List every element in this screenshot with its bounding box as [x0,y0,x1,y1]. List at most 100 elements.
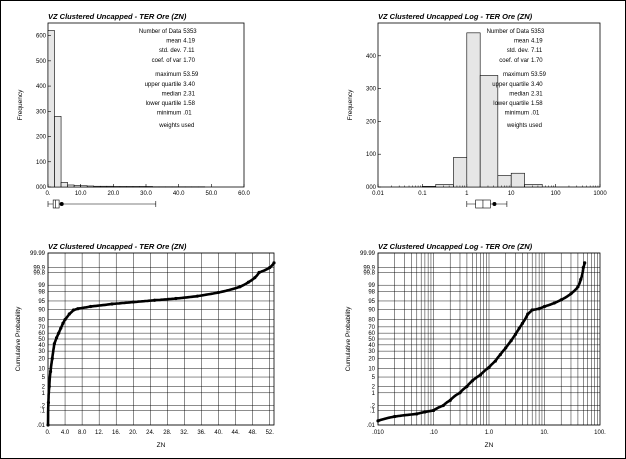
data-point [431,408,436,413]
x-tick-label: 16. [112,430,121,436]
data-point [246,280,251,284]
x-axis-label: ZN [485,442,494,449]
data-point [153,298,157,302]
boxplot-mean [59,202,64,206]
histogram-bar [126,186,134,188]
data-point [493,359,497,363]
boxplot-mean [492,202,497,206]
data-point [517,326,521,330]
y-tick-label: 80 [368,318,375,324]
data-point [46,423,50,427]
data-point [393,414,397,419]
y-tick-label: 30 [368,349,375,355]
stat-value: .01 [531,111,540,117]
x-tick-label: 40.0 [173,191,185,197]
data-point [238,285,242,289]
plot-frame [377,252,601,426]
x-tick-label: 30.0 [140,191,152,197]
y-tick-label: 2 [42,384,46,390]
y-tick-label: .01 [367,423,376,429]
data-point [581,265,585,270]
x-tick-label: 1000 [593,191,607,197]
data-point [423,410,427,414]
y-tick-label: 98 [368,290,375,296]
y-axis-label: Cumulative Probability [345,306,352,371]
x-tick-label: 0.1 [418,191,427,197]
y-tick-label: .01 [37,423,46,429]
x-tick-label: 1.0 [485,430,494,436]
y-tick-label: 90 [368,307,375,313]
y-tick-label: 400 [36,84,47,90]
data-point [131,300,135,304]
stat-label: std. dev. [507,48,530,54]
stat-label: upper quartile [145,82,182,88]
y-tick-label: 20 [38,356,45,362]
y-tick-label: 5 [372,375,376,381]
histogram-bar [497,175,512,188]
stat-label: maximum [503,72,529,78]
y-tick-label: 99.99 [360,251,376,257]
data-point [253,276,257,280]
plot-frame [47,252,275,426]
y-tick-label: 5 [42,375,46,381]
histogram-bar [93,185,101,188]
stat-label: lower quartile [146,101,182,107]
data-point [67,312,71,316]
histogram-bar [54,116,62,188]
x-tick-label: 10. [540,430,549,436]
data-point [89,304,93,309]
data-point [61,321,65,326]
data-point [71,308,76,312]
stat-label: median [162,91,182,97]
stat-value: 3.40 [531,82,543,88]
stat-value: 5353 [183,29,197,35]
histogram-bar [73,185,81,188]
y-tick-label: 40 [368,343,375,349]
data-point [257,270,261,275]
y-tick-label: 000 [366,185,377,191]
x-tick-label: 20.0 [107,191,119,197]
x-tick-label: 4.0 [61,430,70,436]
data-point [465,384,469,389]
y-tick-label: 50 [38,337,45,343]
histogram-bar [80,185,88,188]
histogram-bar [510,172,525,188]
y-tick-label: 99 [38,283,45,289]
stat-value: 53.59 [531,72,547,78]
stat-label: std. dev. [159,48,182,54]
x-tick-label: 32. [180,430,189,436]
data-point [415,412,419,416]
y-tick-label: 500 [36,59,47,65]
y-tick-label: 99.9 [33,266,45,272]
data-point [52,342,56,346]
y-tick-label: 100 [36,160,47,166]
data-point [559,298,563,302]
y-tick-label: 95 [38,299,45,305]
chart-title: VZ Clustered Uncapped - TER Ore (ZN) [48,12,187,21]
boxplot-box [52,199,60,209]
data-point [216,290,221,295]
stat-value: 5353 [531,29,545,35]
x-tick-label: 36. [197,430,206,436]
stat-label: upper quartile [492,82,529,88]
data-point [552,301,556,305]
x-tick-label: 8.0 [78,430,87,436]
stat-note: weights used [506,123,542,129]
histogram-bar [479,75,499,188]
x-tick-label: 60.0 [238,191,250,197]
data-point [59,326,63,330]
y-tick-label: 60 [38,331,45,337]
data-point [54,336,59,340]
histogram-bar [47,30,55,188]
x-tick-label: .10 [429,430,438,436]
data-point [50,356,54,361]
y-axis-label: Frequency [17,89,24,120]
y-tick-label: 20 [368,356,375,362]
y-tick-label: 200 [366,119,377,125]
y-tick-label: 10 [368,367,375,373]
x-tick-label: 52. [266,430,275,436]
stat-value: 2.31 [183,91,195,97]
x-tick-label: .010 [372,430,384,436]
data-point [579,277,583,282]
data-point [542,304,547,309]
